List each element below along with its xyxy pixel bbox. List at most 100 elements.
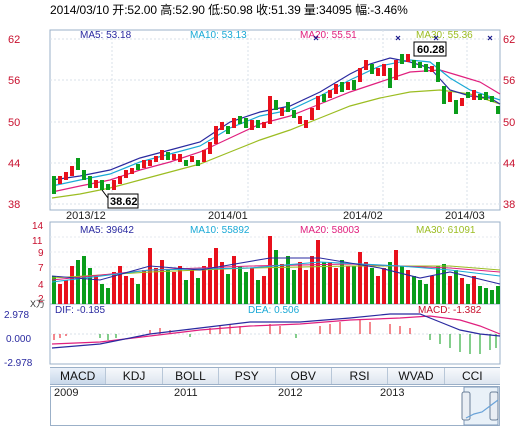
macd-tick-top: 2.978 (4, 310, 29, 321)
tab-wvad[interactable]: WVAD (388, 368, 445, 384)
vol-ma20-label: MA20: 58003 (300, 225, 360, 236)
macd-legend: DIF: -0.185 DEA: 0.506 MACD: -1.382 (55, 305, 482, 316)
candle (136, 164, 140, 170)
candle (214, 126, 218, 144)
candle (412, 60, 416, 68)
x-tick-2014-03: 2014/03 (445, 210, 485, 222)
tab-psy[interactable]: PSY (219, 368, 276, 384)
macd-value-label: MACD: -1.382 (418, 305, 482, 316)
candle (394, 60, 398, 80)
candle (184, 160, 188, 166)
candle (478, 94, 482, 100)
candle (310, 108, 314, 120)
candle (298, 116, 302, 124)
candle (52, 176, 56, 194)
quote-header: 2014/03/10 开:52.00 高:52.90 低:50.98 收:51.… (50, 3, 408, 17)
x-tick-2014-01: 2014/01 (208, 210, 248, 222)
price-tick-44: 44 (8, 158, 20, 170)
candle (376, 68, 380, 76)
x-tick-2014-02: 2014/02 (343, 210, 383, 222)
candle (220, 122, 224, 130)
candle (322, 94, 326, 102)
candle (130, 168, 134, 174)
macd-lines (51, 313, 501, 349)
price-ma30-label: MA30: 55.36 (416, 30, 473, 41)
price-tick-38: 38 (8, 199, 20, 211)
candle (460, 98, 464, 106)
price-tick-50: 50 (8, 117, 20, 129)
macd-tick-bottom: -2.978 (4, 358, 33, 369)
vol-tick-7: 7 (38, 263, 44, 274)
candle (148, 160, 152, 166)
candle (400, 54, 404, 64)
candle (304, 120, 308, 128)
candle (208, 142, 212, 154)
tab-obv[interactable]: OBV (276, 368, 332, 384)
candle (256, 120, 260, 128)
candle (340, 82, 344, 92)
candle (106, 184, 110, 190)
candle (118, 176, 122, 184)
candle (406, 54, 410, 62)
candle (250, 120, 254, 130)
price-tick-56: 56 (8, 75, 20, 87)
candle (418, 62, 422, 68)
candle (142, 160, 146, 168)
x-tick-2013-12: 2013/12 (66, 210, 106, 222)
candle (316, 96, 320, 110)
candle (172, 154, 176, 160)
vol-tick-11: 11 (32, 236, 43, 247)
nav-year-2012: 2012 (278, 387, 303, 399)
candle (166, 152, 170, 160)
vol-tick-2: 2 (38, 294, 44, 305)
candle (280, 108, 284, 116)
candle (238, 116, 242, 124)
tab-rsi[interactable]: RSI (332, 368, 389, 384)
candle (358, 68, 362, 82)
candle (160, 150, 164, 160)
candle (484, 92, 488, 100)
vol-tick-9: 9 (38, 248, 44, 259)
candle (202, 150, 206, 162)
tab-boll[interactable]: BOLL (163, 368, 220, 384)
low-callout: 38.62 (101, 189, 139, 209)
candle (286, 102, 290, 112)
candle (124, 170, 128, 178)
candle (70, 166, 74, 176)
candle (100, 180, 104, 190)
candle (58, 176, 62, 184)
candle (232, 118, 236, 128)
tab-cci[interactable]: CCI (461, 369, 483, 383)
candle (244, 118, 248, 128)
candle (442, 86, 446, 104)
price-candles (52, 54, 500, 194)
candle (88, 176, 92, 188)
candle (82, 170, 86, 180)
candle (436, 62, 440, 82)
candle (196, 160, 200, 166)
price-tick-right-50: 50 (503, 117, 515, 129)
high-callout-value: 60.28 (417, 44, 445, 56)
price-ma20-label: MA20: 55.51 (300, 30, 357, 41)
price-y-ticks-right: 62 56 50 44 38 (503, 34, 515, 211)
candle (448, 92, 452, 102)
candle (370, 64, 374, 74)
price-x-ticks: 2013/12 2014/01 2014/02 2014/03 (66, 210, 485, 222)
tab-macd[interactable]: MACD (50, 368, 107, 384)
volume-bars (52, 236, 500, 304)
candle (466, 92, 470, 98)
tab-kdj[interactable]: KDJ (106, 368, 163, 384)
price-tick-right-62: 62 (503, 34, 515, 46)
candle (64, 172, 68, 180)
price-tick-right-56: 56 (503, 75, 515, 87)
candle (178, 154, 182, 162)
price-gridlines (50, 30, 500, 210)
candle (262, 122, 266, 128)
candle (388, 68, 392, 88)
time-navigator[interactable] (50, 386, 500, 426)
high-callout: 60.28 (413, 41, 447, 57)
candle (346, 82, 350, 90)
nav-year-2011: 2011 (174, 387, 198, 399)
price-tick-62: 62 (8, 34, 20, 46)
